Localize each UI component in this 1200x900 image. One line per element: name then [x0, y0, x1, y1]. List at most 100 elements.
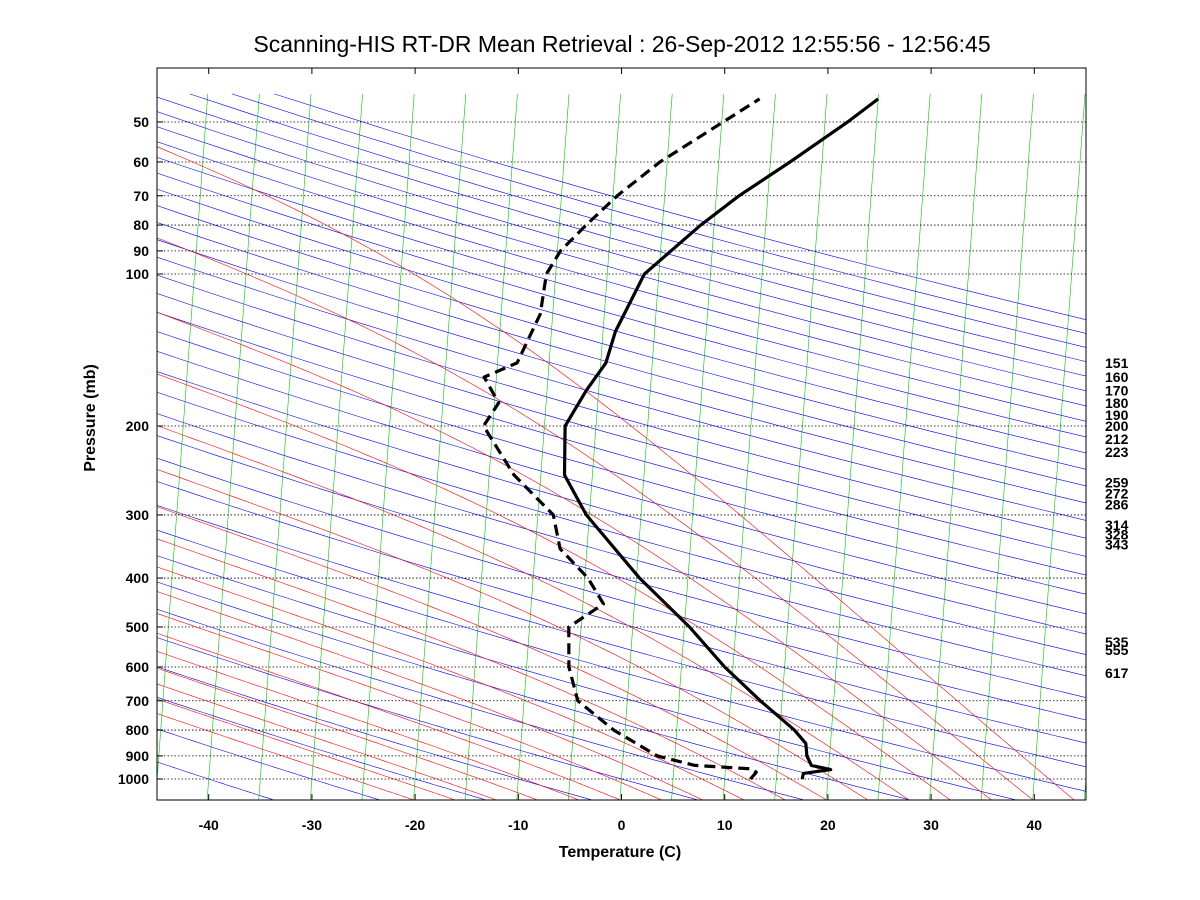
isotherm-line [722, 93, 776, 800]
isotherm-line [671, 93, 725, 800]
x-tick-label: -20 [405, 817, 425, 833]
y-tick-label: 300 [126, 507, 150, 523]
moist-adiabat-line [157, 683, 497, 800]
isotherm-line [516, 93, 570, 800]
moist-adiabat-line [157, 506, 827, 800]
isotherm-line [361, 93, 415, 800]
x-tick-label: 40 [1027, 817, 1043, 833]
height-label: 180 [1105, 395, 1129, 411]
height-label: 314 [1105, 517, 1129, 533]
x-tick-label: 10 [717, 817, 733, 833]
moist-adiabat-line [157, 237, 1033, 800]
dry-adiabat-line [157, 371, 1086, 635]
dry-adiabat-line [157, 696, 486, 800]
dewpoint-profile-line [481, 97, 761, 781]
height-label: 170 [1105, 382, 1129, 398]
moist-adiabat-line [157, 698, 455, 800]
y-tick-label: 80 [133, 217, 149, 233]
isotherm-line [826, 93, 879, 800]
isotherm-line [258, 93, 312, 800]
y-tick-label: 500 [126, 619, 150, 635]
dry-adiabat-line [157, 505, 1086, 768]
x-tick-label: 20 [820, 817, 836, 833]
x-tick-label: -30 [302, 817, 322, 833]
isotherm-line [413, 93, 467, 800]
height-label: 200 [1105, 418, 1129, 434]
y-tick-label: 50 [133, 114, 149, 130]
y-tick-label: 70 [133, 188, 149, 204]
isotherm-line [774, 93, 828, 800]
dry-adiabat-line [157, 350, 1086, 615]
height-label: 535 [1105, 634, 1129, 650]
moist-adiabat-line [157, 469, 868, 800]
isotherm-line [157, 93, 209, 785]
y-axis: 50 60 70 80 90 100 200 300 400 500 600 700 800 900 100… [118, 114, 163, 787]
moist-adiabat-line [157, 373, 951, 800]
dry-adiabat-line [157, 256, 1086, 521]
isotherm-line [1032, 93, 1086, 800]
dry-adiabat-line [157, 529, 1086, 792]
dry-adiabat-line [157, 413, 1086, 677]
moist-adiabat-line [157, 591, 703, 800]
y-tick-label: 600 [126, 659, 150, 675]
moist-adiabat-line [157, 538, 786, 800]
height-label: 617 [1105, 665, 1129, 681]
temperature-profile-line [562, 97, 880, 780]
moist-adiabat-line [157, 632, 621, 800]
x-tick-label: 0 [618, 817, 626, 833]
dry-adiabat-line [157, 331, 1086, 595]
moist-adiabat-line [157, 667, 538, 800]
dry-adiabat-line [157, 637, 698, 800]
dry-adiabat-line [157, 188, 1086, 454]
height-label: 223 [1105, 444, 1129, 460]
dry-adiabat-line [157, 239, 1086, 504]
isotherm-line [464, 93, 518, 800]
background-lines [157, 93, 1086, 800]
dry-adiabat-line [157, 205, 1086, 470]
moist-adiabat-line [157, 651, 579, 800]
x-tick-label: 30 [923, 817, 939, 833]
height-label: 343 [1105, 536, 1129, 552]
isotherm-line [206, 93, 260, 800]
moist-adiabat-line [157, 425, 910, 800]
y-tick-label: 90 [133, 243, 149, 259]
dry-adiabat-line [157, 581, 911, 800]
height-label: 212 [1105, 431, 1129, 447]
chart-title: Scanning-HIS RT-DR Mean Retrieval : 26-S… [253, 31, 990, 57]
height-label: 259 [1105, 475, 1129, 491]
dry-adiabat-line [157, 293, 1086, 557]
height-label: 286 [1105, 496, 1129, 512]
dry-adiabat-line [157, 481, 1086, 744]
height-label: 190 [1105, 407, 1129, 423]
height-label: 272 [1105, 485, 1129, 501]
dry-adiabat-line [157, 457, 1086, 721]
dry-adiabat-line [157, 555, 1017, 800]
pressure-grid [157, 121, 1086, 780]
y-tick-label: 100 [126, 266, 150, 282]
height-label: 151 [1105, 355, 1129, 371]
dry-adiabat-line [157, 222, 1086, 487]
moist-adiabat-line [157, 566, 744, 800]
moist-adiabat-line [157, 713, 414, 800]
y-tick-label: 200 [126, 418, 150, 434]
moist-adiabat-line [157, 311, 992, 800]
height-label: 328 [1105, 527, 1129, 543]
height-label: 160 [1105, 369, 1129, 385]
height-label: 555 [1105, 642, 1129, 658]
dry-adiabat-line [157, 608, 804, 800]
x-tick-label: -10 [508, 817, 528, 833]
isotherm-line [929, 93, 983, 800]
y-tick-label: 60 [133, 154, 149, 170]
dry-adiabat-line [157, 435, 1086, 698]
y-tick-label: 800 [126, 722, 150, 738]
y-axis-label: Pressure (mb) [82, 364, 99, 472]
moist-adiabat-line [157, 146, 1075, 800]
dry-adiabat-line [157, 311, 1086, 576]
dry-adiabat-line [157, 666, 592, 800]
y-tick-label: 1000 [118, 771, 149, 787]
x-axis: -40 -30 -20 -10 0 10 20 30 40 [199, 68, 1043, 833]
sounding-profiles [481, 97, 880, 781]
isotherm-line [568, 93, 621, 800]
